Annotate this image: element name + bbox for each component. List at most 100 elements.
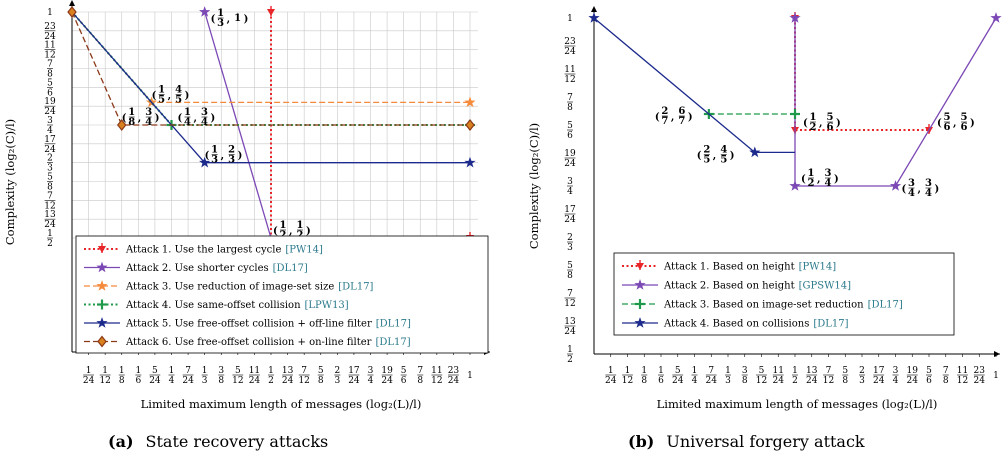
legend-swatch-marker xyxy=(96,317,108,328)
x-tick-label-den: 2 xyxy=(268,376,274,386)
anno-frac-1-den: 3 xyxy=(211,155,218,166)
y-tick-label-den: 24 xyxy=(44,107,56,117)
y-tick-label-num: 17 xyxy=(564,205,576,215)
anno-open-paren: ( xyxy=(122,113,127,124)
legend-label: Attack 4. Based on collisions [DL17] xyxy=(663,319,849,330)
anno-close-paren: ) xyxy=(935,184,940,195)
data-point xyxy=(67,6,77,18)
x-tick-label-num: 5 xyxy=(675,366,681,376)
anno-open-paren: ( xyxy=(803,118,808,129)
anno-frac-2-den: 7 xyxy=(678,116,685,127)
anno-close-paren: ) xyxy=(244,14,249,25)
anno-frac-2-den: 6 xyxy=(827,122,834,133)
anno-frac-1-den: 2 xyxy=(810,122,817,133)
anno-open-paren: ( xyxy=(697,150,702,161)
legend-label-cite: [DL17] xyxy=(868,300,903,311)
x-tick-label-den: 24 xyxy=(149,376,161,386)
chart-panel-a: 1241121816524147241338512112412132471258… xyxy=(3,0,490,451)
anno-open-paren: ( xyxy=(937,118,942,129)
legend-box xyxy=(75,235,489,354)
anno-frac-2-num: 3 xyxy=(825,168,832,179)
anno-open-paren: ( xyxy=(801,174,806,185)
y-tick-label-den: 24 xyxy=(564,327,576,337)
x-tick-label-num: 17 xyxy=(873,366,885,376)
x-tick-label-den: 24 xyxy=(381,376,393,386)
x-tick-label-num: 7 xyxy=(943,366,949,376)
x-tick-label-den: 24 xyxy=(873,376,885,386)
x-tick-label-num: 3 xyxy=(742,366,748,376)
x-tick-label: 1 xyxy=(467,371,473,381)
x-tick-label-den: 12 xyxy=(431,376,442,386)
x-tick-label-den: 12 xyxy=(823,376,834,386)
x-tick-label-den: 8 xyxy=(417,376,423,386)
data-point xyxy=(990,12,1002,23)
legend-label-cite: [DL17] xyxy=(375,337,410,348)
series-b-2 xyxy=(789,12,1002,191)
x-tick-label-den: 4 xyxy=(692,376,698,386)
anno-frac-2-num: 3 xyxy=(145,107,152,118)
y-axis-arrow-a xyxy=(69,0,75,6)
x-axis-label-b: Limited maximum length of messages (log₂… xyxy=(657,397,938,411)
point-annotation: (27, 67) xyxy=(655,106,693,127)
legend-label-cite: [DL17] xyxy=(273,263,308,274)
anno-comma: , xyxy=(671,112,674,123)
legend-label-text: Attack 2. Based on height xyxy=(663,281,795,292)
legend-label-text: Attack 3. Use reduction of image-set siz… xyxy=(125,282,334,293)
anno-frac-1-num: 1 xyxy=(810,112,817,123)
anno-comma: , xyxy=(953,118,956,129)
legend-label: Attack 2. Based on height [GPSW14] xyxy=(663,281,851,292)
y-tick-label-num: 19 xyxy=(44,97,56,107)
point-annotation: (25, 45) xyxy=(697,144,735,165)
x-tick-label-num: 3 xyxy=(893,366,899,376)
anno-frac-1-num: 1 xyxy=(808,168,815,179)
y-tick-label-num: 11 xyxy=(44,41,55,51)
figure-caption-b: (b) Universal forgery attack xyxy=(628,432,865,451)
legend-item: Attack 4. Based on collisions [DL17] xyxy=(622,317,849,330)
legend-label: Attack 4. Use same-offset collision [LPW1… xyxy=(125,300,349,311)
legend-label: Attack 1. Based on height [PW14] xyxy=(663,262,836,273)
anno-comma: , xyxy=(221,151,224,162)
anno-comma: , xyxy=(817,174,820,185)
anno-frac-2: 1 xyxy=(234,13,241,24)
anno-comma: , xyxy=(168,90,171,101)
anno-frac-1-den: 2 xyxy=(280,230,287,241)
anno-frac-1-num: 2 xyxy=(661,106,668,117)
anno-open-paren: ( xyxy=(178,113,183,124)
anno-comma: , xyxy=(194,113,197,124)
x-tick-label-den: 8 xyxy=(641,376,647,386)
x-tick-label-num: 7 xyxy=(708,366,714,376)
anno-close-paren: ) xyxy=(155,113,160,124)
anno-frac-1-num: 2 xyxy=(703,144,710,155)
legend-label-cite: [DL17] xyxy=(813,319,848,330)
y-tick-label: 1 xyxy=(47,8,53,18)
series-line xyxy=(71,11,470,126)
x-tick-label-num: 1 xyxy=(102,366,108,376)
x-tick-label-num: 7 xyxy=(301,366,307,376)
x-tick-label-num: 13 xyxy=(282,366,294,376)
x-tick-label-den: 8 xyxy=(943,376,949,386)
anno-open-paren: ( xyxy=(902,184,907,195)
x-tick-label-num: 11 xyxy=(249,366,260,376)
point-annotation: (12,12) xyxy=(273,220,311,241)
x-tick-label-den: 24 xyxy=(605,376,617,386)
x-tick-label-num: 7 xyxy=(417,366,423,376)
y-tick-label-num: 5 xyxy=(567,261,573,271)
data-point xyxy=(588,12,600,23)
y-tick-label-den: 12 xyxy=(44,51,55,61)
y-tick-label-den: 2 xyxy=(47,239,53,249)
y-axis-label-b: Complexity (log₂(C)/l) xyxy=(527,123,541,249)
legend-label: Attack 3. Based on image-set reduction [D… xyxy=(663,300,903,311)
y-tick-label-num: 13 xyxy=(564,317,576,327)
anno-close-paren: ) xyxy=(211,113,216,124)
legend-label-text: Attack 4. Use same-offset collision xyxy=(125,300,301,311)
anno-comma: , xyxy=(918,184,921,195)
x-tick-label-den: 6 xyxy=(135,376,141,386)
anno-open-paren: ( xyxy=(211,14,216,25)
data-point xyxy=(465,119,475,131)
x-tick-label-num: 1 xyxy=(692,366,698,376)
x-tick-label: 1 xyxy=(993,371,999,381)
anno-frac-2-num: 4 xyxy=(175,84,182,95)
x-tick-label-num: 1 xyxy=(135,366,141,376)
data-point xyxy=(789,180,801,191)
y-tick-label-den: 8 xyxy=(47,183,53,193)
